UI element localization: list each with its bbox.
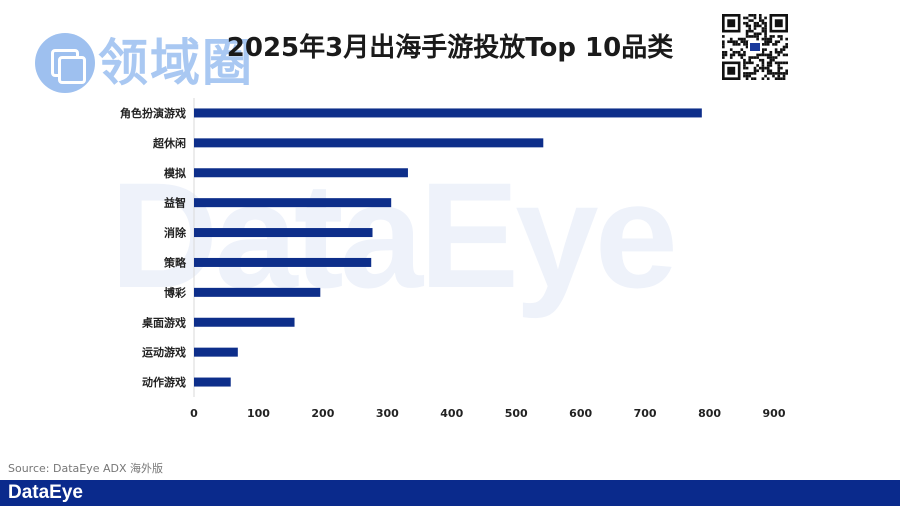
bar <box>194 317 295 327</box>
category-label: 超休闲 <box>152 136 186 150</box>
chart-title: 2025年3月出海手游投放Top 10品类 <box>226 33 674 63</box>
category-label: 博彩 <box>164 285 186 299</box>
bar <box>194 228 373 238</box>
bar <box>194 108 702 118</box>
x-tick-label: 100 <box>247 407 270 420</box>
qr-code-icon <box>722 14 788 80</box>
x-tick-label: 200 <box>311 407 334 420</box>
x-tick-label: 400 <box>440 407 463 420</box>
category-label: 策略 <box>163 255 187 269</box>
category-label: 动作游戏 <box>142 375 186 389</box>
x-tick-label: 600 <box>569 407 592 420</box>
bar <box>194 257 372 267</box>
category-label: 桌面游戏 <box>141 315 186 329</box>
footer-logo: DataEye <box>8 482 83 503</box>
x-tick-label: 0 <box>190 407 198 420</box>
x-tick-label: 800 <box>698 407 721 420</box>
bar <box>194 377 231 387</box>
logo-text: 领域圈 <box>98 34 254 92</box>
x-tick-label: 900 <box>763 407 786 420</box>
bar <box>194 138 544 148</box>
bar <box>194 347 238 357</box>
footer-bar: DataEye <box>0 480 900 506</box>
category-label: 角色扮演游戏 <box>120 106 186 120</box>
logo-icon <box>35 33 95 93</box>
bar <box>194 287 321 297</box>
bar <box>194 198 392 208</box>
category-label: 消除 <box>164 226 187 240</box>
x-tick-label: 500 <box>505 407 528 420</box>
x-tick-label: 300 <box>376 407 399 420</box>
bar <box>194 168 408 178</box>
category-label: 运动游戏 <box>142 345 186 359</box>
category-label: 益智 <box>164 196 186 210</box>
x-tick-label: 700 <box>634 407 657 420</box>
category-label: 模拟 <box>164 166 186 180</box>
source-note: Source: DataEye ADX 海外版 <box>8 462 163 475</box>
